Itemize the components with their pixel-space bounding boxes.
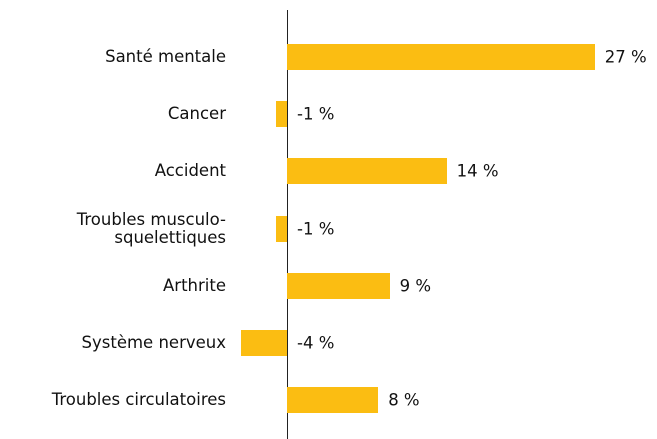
category-label: Arthrite [163,275,226,295]
value-label: 8 % [388,390,420,410]
bar [275,101,287,128]
category-label: Troubles circulatoires [51,390,226,410]
zero-axis [287,10,288,439]
category-label: Système nerveux [81,333,226,352]
bar [287,44,595,70]
bar [287,272,390,299]
value-label: 9 % [399,276,432,296]
bar [287,158,447,185]
category-label: Cancer [167,104,226,124]
category-label: Accident [154,161,226,181]
bar [241,330,287,356]
value-label: -1 % [297,219,335,239]
value-label: 14 % [456,161,499,181]
value-label: -1 % [297,104,335,124]
category-label: Troubles musculo- squelettiques [76,209,226,247]
bar [275,215,287,242]
category-label: Santé mentale [105,47,226,66]
bar [287,387,379,414]
value-label: -4 % [297,333,335,353]
value-label: 27 % [604,47,647,67]
